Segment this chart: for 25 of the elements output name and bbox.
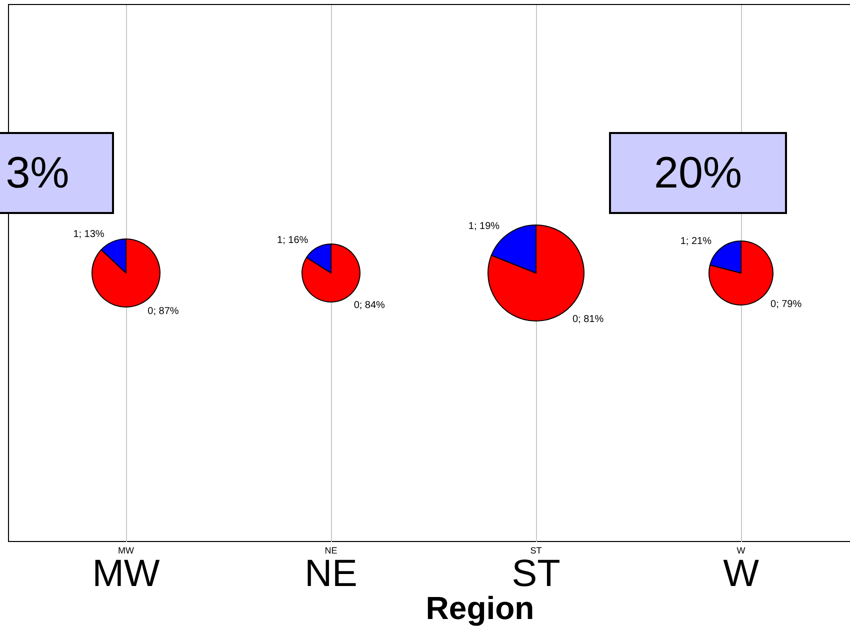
data-label: ; 87% [153, 306, 179, 318]
data-label: ; 79% [776, 299, 802, 310]
slice-label: 1 [277, 235, 284, 246]
slice-label: 0 [148, 306, 154, 318]
text: MW [92, 553, 160, 595]
slice-label: 0 [770, 299, 777, 310]
slice-label: 0 [354, 300, 360, 311]
slice-label: 1 [73, 228, 80, 240]
text: W [723, 553, 760, 595]
data-label: ; 13% [78, 228, 104, 240]
text: 3% [6, 148, 70, 198]
data-label: ; 81% [578, 314, 604, 325]
text: ST [530, 546, 542, 556]
text: NE [324, 546, 338, 556]
text: MW [118, 546, 134, 556]
text: NE [304, 553, 358, 595]
data-label: ; 21% [686, 236, 712, 247]
slice-label: 1 [680, 236, 686, 247]
data-label: ; 16% [282, 235, 308, 246]
slice-label: 0 [572, 314, 578, 325]
text: W [736, 546, 746, 556]
text: 20% [654, 148, 742, 198]
data-label: ; 84% [359, 300, 386, 311]
data-label: ; 19% [474, 221, 500, 232]
slice-label: 1 [468, 221, 474, 232]
